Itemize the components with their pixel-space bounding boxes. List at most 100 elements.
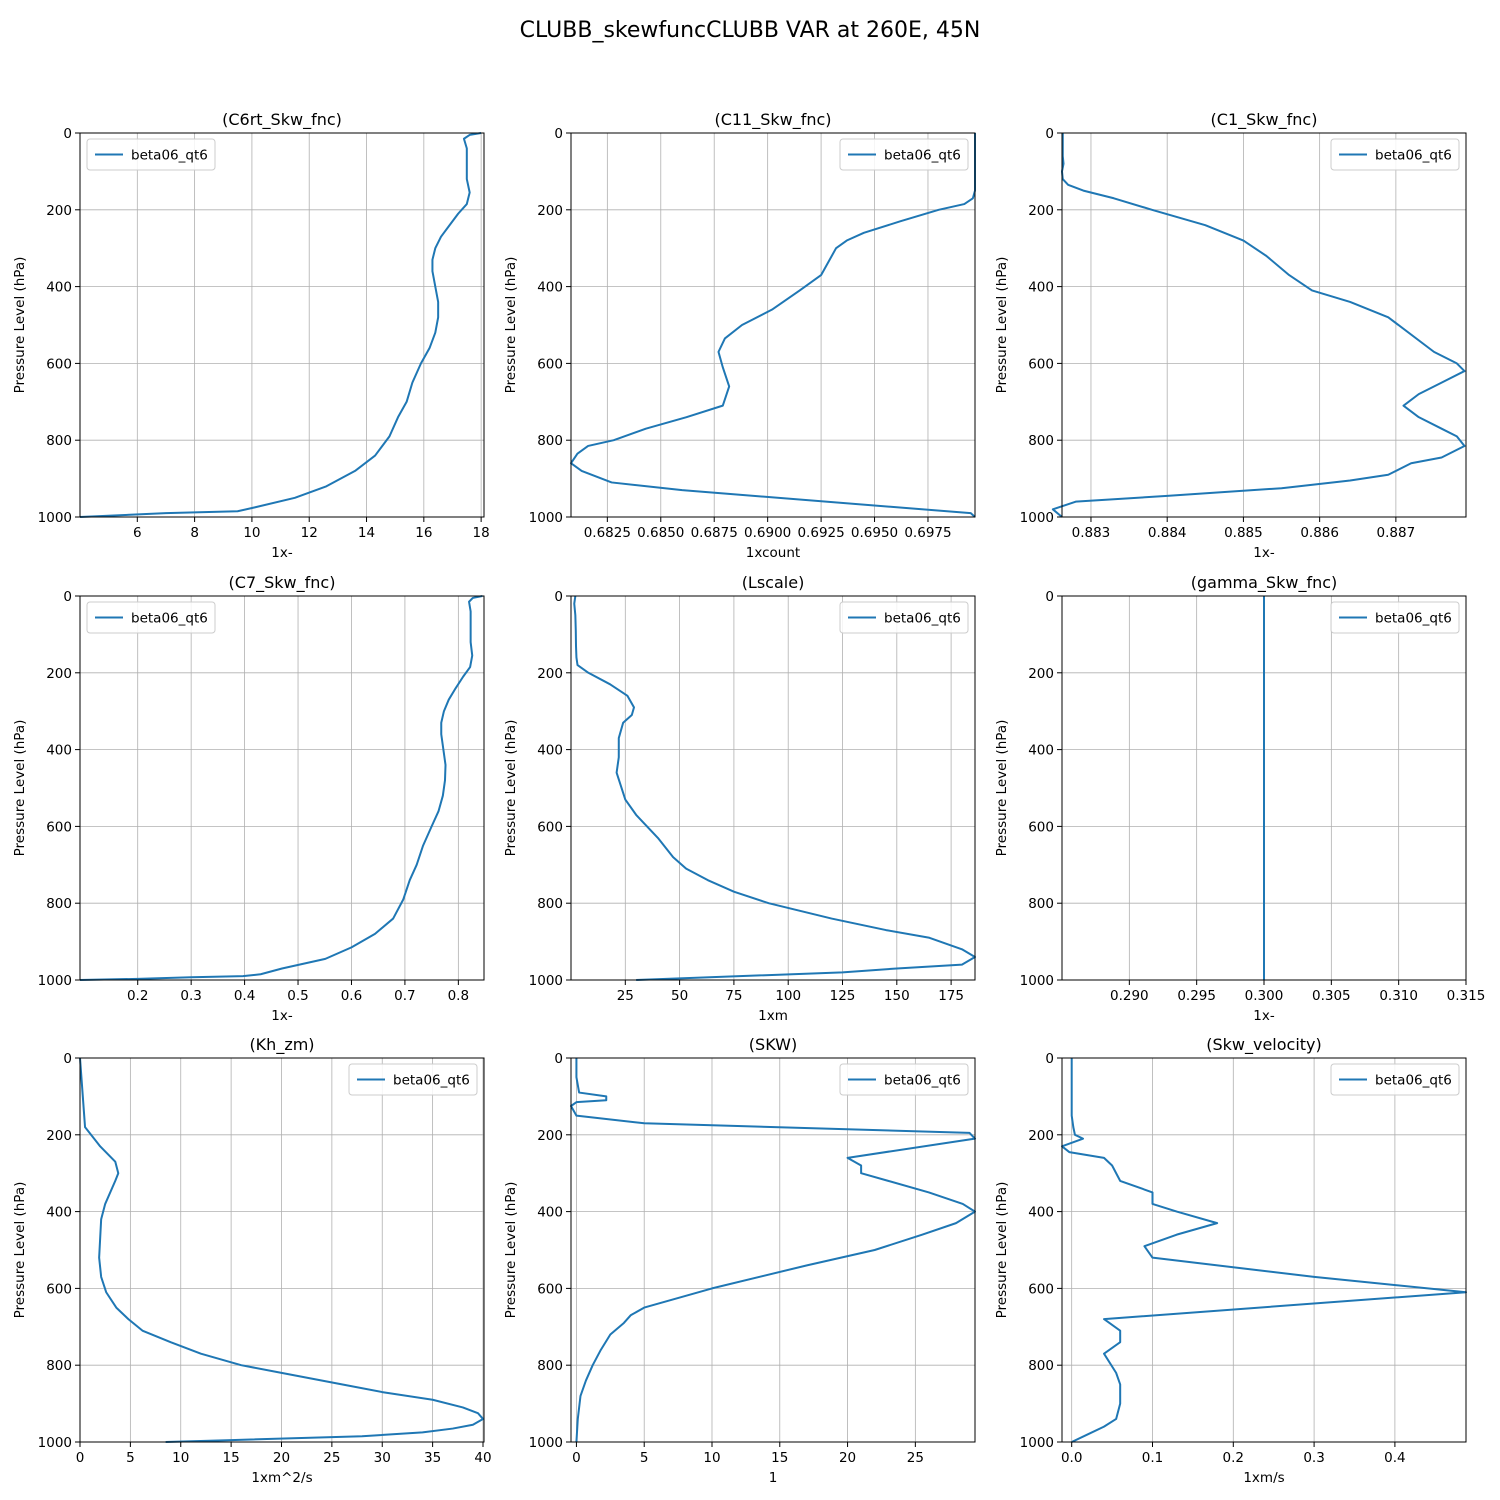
y-tick-label: 600 — [1028, 1281, 1054, 1297]
legend-box — [839, 1063, 969, 1096]
subplot-title: (Skw_velocity) — [1206, 1035, 1322, 1055]
subplot-title: (C7_Skw_fnc) — [229, 573, 336, 593]
x-tick-label: 0.295 — [1177, 988, 1216, 1004]
legend-label: beta06_qt6 — [884, 1073, 961, 1089]
x-axis-label: 1xcount — [746, 545, 800, 561]
x-tick-label: 0.6875 — [691, 525, 738, 541]
legend: beta06_qt6 — [348, 1063, 478, 1096]
y-tick-label: 800 — [46, 1358, 72, 1374]
legend-label: beta06_qt6 — [393, 1073, 470, 1089]
x-axis-label: 1x- — [1253, 1008, 1275, 1024]
y-tick-label: 200 — [46, 203, 72, 219]
data-series-line — [79, 132, 482, 518]
y-tick-label: 0 — [554, 589, 563, 605]
x-tick-label: 0.6975 — [904, 525, 951, 541]
y-axis-label: Pressure Level (hPa) — [503, 1182, 519, 1319]
x-tick-label: 50 — [671, 988, 688, 1004]
legend-label: beta06_qt6 — [131, 148, 208, 164]
y-tick-label: 0 — [554, 126, 563, 142]
legend-box — [1330, 138, 1460, 171]
legend: beta06_qt6 — [839, 1063, 969, 1096]
x-axis-label: 1xm — [758, 1008, 788, 1024]
y-axis-label: Pressure Level (hPa) — [994, 257, 1010, 394]
y-tick-label: 600 — [537, 356, 563, 372]
legend-label: beta06_qt6 — [1375, 1073, 1452, 1089]
x-tick-label: 15 — [771, 1450, 788, 1466]
y-tick-label: 200 — [46, 1128, 72, 1144]
subplot-4: 0.2 0.3 0.4 0.5 0.6 0.7 0.8 0 200 400 600 800 1000 (C… — [12, 573, 485, 1024]
x-tick-label: 0.4 — [234, 988, 255, 1004]
x-tick-label: 18 — [473, 525, 490, 541]
x-tick-label: 0.883 — [1072, 525, 1111, 541]
x-tick-label: 0.885 — [1224, 525, 1263, 541]
subplot-2: 0.6825 0.6850 0.6875 0.6900 0.6925 0.6950 0.69… — [503, 110, 976, 561]
x-tick-label: 6 — [133, 525, 142, 541]
y-tick-label: 0 — [63, 126, 72, 142]
subplot-title: (C6rt_Skw_fnc) — [222, 110, 342, 130]
y-tick-label: 1000 — [1020, 510, 1054, 526]
legend-box — [839, 138, 969, 171]
x-tick-label: 0.290 — [1110, 988, 1149, 1004]
x-axis-label: 1xm^2/s — [251, 1470, 312, 1486]
y-tick-label: 1000 — [1020, 1435, 1054, 1451]
legend-label: beta06_qt6 — [131, 611, 208, 627]
y-tick-label: 200 — [537, 1128, 563, 1144]
y-tick-label: 400 — [46, 1205, 72, 1221]
x-tick-label: 0.6925 — [797, 525, 844, 541]
subplot-title: (gamma_Skw_fnc) — [1191, 573, 1338, 593]
subplot-5: 25 50 75 100 125 150 175 0 200 400 600 800 1000 (Lsca… — [503, 573, 976, 1024]
y-tick-label: 800 — [1028, 896, 1054, 912]
y-axis-label: Pressure Level (hPa) — [994, 720, 1010, 857]
legend-box — [86, 138, 216, 171]
y-tick-label: 1000 — [529, 1435, 563, 1451]
y-tick-label: 200 — [1028, 666, 1054, 682]
subplot-title: (Lscale) — [742, 573, 805, 592]
y-tick-label: 400 — [1028, 280, 1054, 296]
x-tick-label: 14 — [358, 525, 375, 541]
x-tick-label: 0.315 — [1447, 988, 1486, 1004]
x-tick-label: 0.884 — [1148, 525, 1187, 541]
subplot-1: 6 8 10 12 14 16 18 0 200 400 600 800 1000 (C6rt_Skw_f… — [12, 110, 490, 561]
subplot-title: (SKW) — [749, 1035, 797, 1054]
x-tick-label: 0.4 — [1384, 1450, 1405, 1466]
x-tick-label: 0.300 — [1245, 988, 1284, 1004]
x-tick-label: 0.6950 — [851, 525, 898, 541]
x-axis-label: 1x- — [1253, 545, 1275, 561]
legend-label: beta06_qt6 — [884, 611, 961, 627]
x-tick-label: 0.8 — [448, 988, 469, 1004]
x-tick-label: 0.2 — [1223, 1450, 1244, 1466]
x-tick-label: 5 — [640, 1450, 649, 1466]
legend: beta06_qt6 — [86, 601, 216, 634]
y-tick-label: 600 — [46, 1281, 72, 1297]
x-tick-label: 0.0 — [1061, 1450, 1082, 1466]
y-axis-label: Pressure Level (hPa) — [503, 720, 519, 857]
y-tick-label: 800 — [537, 1358, 563, 1374]
y-tick-label: 1000 — [1020, 973, 1054, 989]
x-axis-label: 1 — [769, 1470, 778, 1486]
x-tick-label: 0 — [572, 1450, 581, 1466]
legend-label: beta06_qt6 — [1375, 148, 1452, 164]
y-axis-label: Pressure Level (hPa) — [12, 1182, 28, 1319]
x-tick-label: 0.7 — [394, 988, 415, 1004]
y-tick-label: 200 — [46, 666, 72, 682]
x-tick-label: 0.6850 — [637, 525, 684, 541]
subplot-title: (C1_Skw_fnc) — [1211, 110, 1318, 130]
subplot-6: 0.290 0.295 0.300 0.305 0.310 0.315 0 200 400 600… — [994, 573, 1485, 1024]
x-axis-label: 1xm/s — [1243, 1470, 1284, 1486]
data-series-line — [570, 1058, 976, 1443]
y-tick-label: 0 — [63, 589, 72, 605]
legend-label: beta06_qt6 — [1375, 611, 1452, 627]
y-tick-label: 1000 — [529, 973, 563, 989]
y-tick-label: 600 — [46, 356, 72, 372]
y-tick-label: 800 — [1028, 1358, 1054, 1374]
y-tick-label: 400 — [46, 743, 72, 759]
x-tick-label: 8 — [190, 525, 199, 541]
x-tick-label: 20 — [839, 1450, 856, 1466]
x-tick-label: 15 — [223, 1450, 240, 1466]
x-tick-label: 0.886 — [1300, 525, 1339, 541]
x-tick-label: 75 — [725, 988, 742, 1004]
legend: beta06_qt6 — [839, 138, 969, 171]
axes-frame — [570, 595, 976, 981]
data-series-line — [79, 595, 483, 981]
